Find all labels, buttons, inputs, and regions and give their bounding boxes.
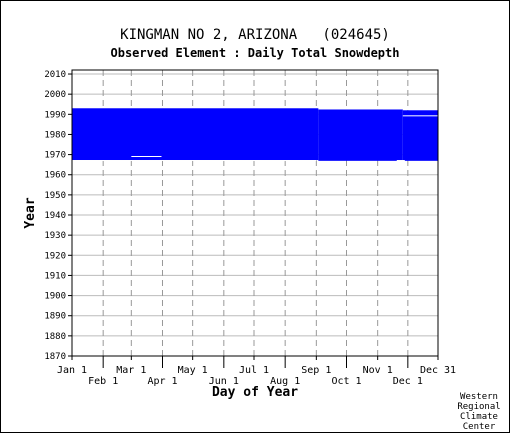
y-tick-label: 1950 — [44, 191, 66, 201]
y-tick-label: 1870 — [44, 352, 66, 362]
y-tick-label: 2010 — [44, 70, 66, 80]
data-gap — [131, 156, 162, 158]
data-gap — [396, 160, 405, 162]
y-tick-label: 2000 — [44, 90, 66, 100]
x-tick-label: Feb 1 — [88, 376, 118, 387]
x-tick-label: Mar 1 — [116, 365, 146, 376]
y-tick-label: 1990 — [44, 110, 66, 120]
y-tick-label: 1940 — [44, 211, 66, 221]
x-tick-label: May 1 — [178, 365, 208, 376]
x-tick-label: Oct 1 — [331, 376, 361, 387]
y-tick-label: 1930 — [44, 231, 66, 241]
y-tick-label: 1980 — [44, 130, 66, 140]
chart-subtitle: Observed Element : Daily Total Snowdepth — [111, 46, 400, 60]
y-tick-label: 1880 — [44, 332, 66, 342]
y-axis: 1870 1880 1890 1900 1910 1920 1930 1940 1950 1960… — [44, 70, 72, 362]
y-tick-label: 1900 — [44, 292, 66, 302]
data-gap — [402, 115, 438, 117]
data-gap — [72, 160, 317, 162]
y-tick-label: 1910 — [44, 271, 66, 281]
y-tick-label: 1960 — [44, 171, 66, 181]
y-tick-label: 1890 — [44, 312, 66, 322]
coverage-block — [72, 108, 319, 161]
credit-line: Western — [460, 392, 498, 402]
credit-block: Western Regional Climate Center — [457, 392, 500, 432]
y-tick-label: 1920 — [44, 251, 66, 261]
x-tick-label: Sep 1 — [301, 365, 331, 376]
credit-line: Center — [463, 422, 496, 432]
x-tick-label: Apr 1 — [147, 376, 177, 387]
coverage-block — [402, 110, 438, 161]
x-tick-label: Dec 31 — [420, 365, 456, 376]
data-coverage — [72, 108, 438, 162]
x-tick-label: Dec 1 — [393, 376, 423, 387]
credit-line: Climate — [460, 412, 498, 422]
credit-line: Regional — [457, 402, 500, 412]
chart-title: KINGMAN NO 2, ARIZONA (024645) — [120, 27, 390, 43]
x-tick-label: Nov 1 — [363, 365, 393, 376]
x-axis: Jan 1 Mar 1 May 1 Jul 1 Sep 1 Nov 1 Dec 31 Feb … — [57, 356, 456, 387]
y-axis-label: Year — [23, 197, 38, 228]
coverage-block — [318, 109, 403, 161]
x-tick-label: Jun 1 — [209, 376, 239, 387]
y-tick-label: 1970 — [44, 151, 66, 161]
plot-area-border — [71, 69, 439, 357]
x-tick-label: Jul 1 — [239, 365, 269, 376]
x-tick-label: Aug 1 — [270, 376, 300, 387]
x-axis-label: Day of Year — [212, 385, 298, 400]
x-tick-label: Jan 1 — [57, 365, 87, 376]
